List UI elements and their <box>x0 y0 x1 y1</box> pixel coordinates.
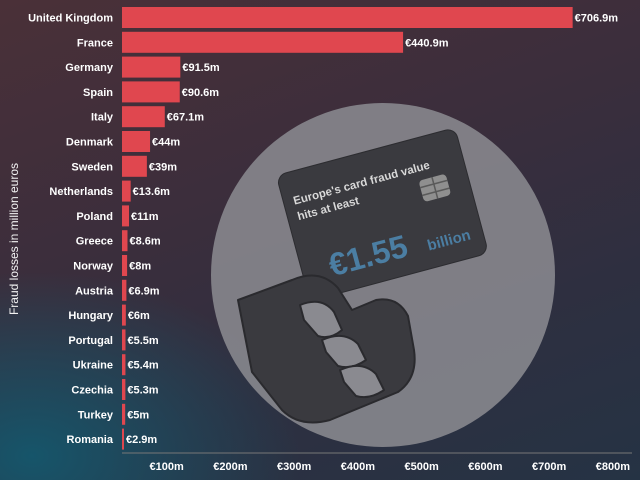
bar-value-label: €44m <box>152 137 180 149</box>
bar-value-label: €67.1m <box>167 112 205 124</box>
category-label: Romania <box>67 434 114 446</box>
bar <box>122 230 128 252</box>
credit-card-chip-icon <box>419 174 451 202</box>
illustration: Europe's card fraud value hits at least … <box>211 103 555 447</box>
bar <box>122 7 573 28</box>
credit-card-icon: Europe's card fraud value hits at least … <box>277 129 487 300</box>
bar-value-label: €2.9m <box>126 434 157 446</box>
bar <box>122 81 180 103</box>
x-tick-label: €300m <box>277 461 311 473</box>
category-label: France <box>77 37 113 49</box>
category-label: Turkey <box>78 409 114 421</box>
x-tick-label: €500m <box>404 461 438 473</box>
category-label: Italy <box>91 112 114 124</box>
bar <box>122 428 124 450</box>
bar <box>122 354 126 376</box>
bar <box>122 304 126 326</box>
hand-holding-card-icon <box>237 274 416 424</box>
category-label: Germany <box>65 62 114 74</box>
x-tick-label: €800m <box>596 461 630 473</box>
y-axis-label: Fraud losses in million euros <box>7 162 21 316</box>
category-label: Netherlands <box>49 186 113 198</box>
category-label: United Kingdom <box>28 13 113 25</box>
category-label: Poland <box>76 211 113 223</box>
category-label: Spain <box>83 87 113 99</box>
bar-value-label: €11m <box>131 211 159 223</box>
bar-value-label: €6m <box>128 310 150 322</box>
bar <box>122 329 126 351</box>
bar <box>122 31 404 53</box>
x-tick-label: €600m <box>468 461 502 473</box>
bar <box>122 180 131 202</box>
category-label: Denmark <box>66 137 114 149</box>
bar <box>122 106 165 128</box>
bar <box>122 155 147 177</box>
bar <box>122 131 151 152</box>
bar-value-label: €90.6m <box>182 87 220 99</box>
bar <box>122 56 181 78</box>
bar-value-label: €5m <box>127 409 149 421</box>
bar <box>122 255 128 276</box>
x-tick-label: €400m <box>341 461 375 473</box>
bar <box>122 403 126 425</box>
bar-value-label: €5.4m <box>127 360 158 372</box>
x-tick-label: €700m <box>532 461 566 473</box>
x-tick-label: €100m <box>149 461 183 473</box>
bar-value-label: €440.9m <box>405 37 449 49</box>
bar-value-label: €8m <box>129 261 151 273</box>
bar-value-label: €91.5m <box>182 62 220 74</box>
category-label: Czechia <box>71 385 113 397</box>
bar-value-label: €13.6m <box>133 186 171 198</box>
bar-value-label: €5.3m <box>127 385 158 397</box>
category-label: Greece <box>76 236 113 248</box>
bar <box>122 279 127 301</box>
category-label: Hungary <box>68 310 114 322</box>
bar-value-label: €706.9m <box>575 13 619 25</box>
category-label: Ukraine <box>73 360 113 372</box>
bar <box>122 379 126 400</box>
category-label: Austria <box>75 285 114 297</box>
bar-value-label: €8.6m <box>129 236 160 248</box>
category-label: Norway <box>73 261 114 273</box>
bar-value-label: €6.9m <box>128 285 159 297</box>
category-label: Sweden <box>71 161 113 173</box>
x-tick-label: €200m <box>213 461 247 473</box>
bar <box>122 205 130 227</box>
bar-value-label: €39m <box>149 161 177 173</box>
category-label: Portugal <box>68 335 113 347</box>
bar-value-label: €5.5m <box>128 335 159 347</box>
